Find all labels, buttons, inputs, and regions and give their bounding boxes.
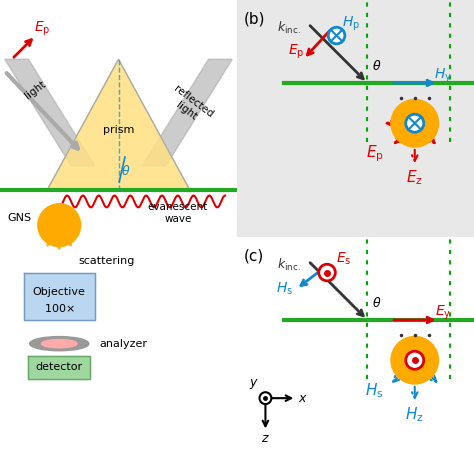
Text: detector: detector bbox=[36, 362, 83, 373]
Text: (c): (c) bbox=[244, 249, 264, 264]
Text: $k_{\rm inc.}$: $k_{\rm inc.}$ bbox=[277, 20, 301, 36]
Polygon shape bbox=[24, 273, 95, 320]
Text: $H_{\rm s}$: $H_{\rm s}$ bbox=[365, 382, 383, 401]
Circle shape bbox=[38, 204, 81, 246]
Text: $\theta$: $\theta$ bbox=[372, 296, 382, 310]
Text: $E_{\rm y}$: $E_{\rm y}$ bbox=[435, 304, 451, 322]
Text: $z$: $z$ bbox=[261, 432, 270, 445]
Text: $E_{\rm s}$: $E_{\rm s}$ bbox=[336, 250, 351, 266]
Circle shape bbox=[319, 264, 336, 281]
Text: scattering: scattering bbox=[79, 255, 135, 266]
Text: $H_{\rm p}$: $H_{\rm p}$ bbox=[342, 15, 360, 33]
Polygon shape bbox=[142, 59, 232, 166]
Ellipse shape bbox=[29, 337, 89, 351]
Text: $E_{\rm z}$: $E_{\rm z}$ bbox=[406, 168, 423, 187]
Text: prism: prism bbox=[103, 125, 134, 136]
Ellipse shape bbox=[42, 339, 77, 348]
Text: $x$: $x$ bbox=[299, 392, 308, 405]
Text: $E_{\rm p}$: $E_{\rm p}$ bbox=[35, 19, 51, 37]
Circle shape bbox=[259, 392, 271, 404]
Circle shape bbox=[391, 337, 438, 384]
Polygon shape bbox=[47, 59, 190, 190]
Polygon shape bbox=[28, 356, 90, 379]
Text: (b): (b) bbox=[244, 12, 265, 27]
Text: $\theta$: $\theta$ bbox=[121, 164, 130, 178]
Text: $\theta$: $\theta$ bbox=[372, 59, 382, 73]
Text: 100$\times$: 100$\times$ bbox=[44, 302, 75, 314]
Text: analyzer: analyzer bbox=[100, 338, 147, 349]
Text: $H_{\rm s}$: $H_{\rm s}$ bbox=[276, 281, 293, 297]
Text: $k_{\rm inc.}$: $k_{\rm inc.}$ bbox=[277, 257, 301, 273]
Circle shape bbox=[391, 100, 438, 147]
Circle shape bbox=[406, 114, 424, 132]
Circle shape bbox=[406, 351, 424, 369]
Text: $H_{\rm y}$: $H_{\rm y}$ bbox=[434, 67, 452, 85]
Text: light: light bbox=[23, 79, 48, 101]
Text: $y$: $y$ bbox=[249, 377, 258, 391]
Text: $H_{\rm z}$: $H_{\rm z}$ bbox=[405, 405, 424, 424]
Circle shape bbox=[38, 204, 81, 246]
Text: evanescent
wave: evanescent wave bbox=[147, 202, 208, 224]
Polygon shape bbox=[5, 59, 95, 166]
Circle shape bbox=[391, 100, 438, 147]
Circle shape bbox=[328, 27, 345, 44]
Text: reflected
light: reflected light bbox=[164, 84, 215, 129]
Text: Objective: Objective bbox=[33, 286, 86, 297]
Text: $E_{\rm p}$: $E_{\rm p}$ bbox=[288, 43, 304, 61]
Text: $E_{\rm p}$: $E_{\rm p}$ bbox=[365, 144, 383, 164]
Text: GNS: GNS bbox=[7, 213, 31, 223]
Circle shape bbox=[391, 337, 438, 384]
